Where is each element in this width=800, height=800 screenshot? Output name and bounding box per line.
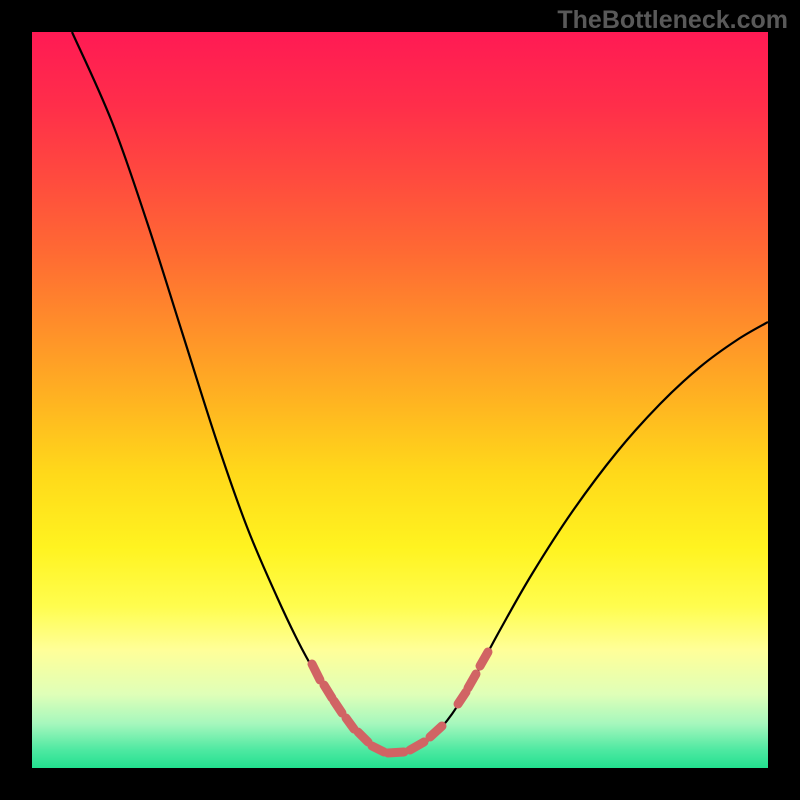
marker-segment bbox=[458, 692, 466, 704]
marker-segment bbox=[410, 742, 424, 750]
marker-segment bbox=[346, 718, 354, 729]
marker-segment bbox=[430, 726, 442, 737]
marker-segment bbox=[312, 664, 320, 680]
marker-group bbox=[312, 652, 488, 753]
marker-segment bbox=[334, 701, 342, 713]
marker-segment bbox=[324, 685, 332, 698]
marker-segment bbox=[372, 746, 384, 752]
plot-area bbox=[32, 32, 768, 768]
curve-layer bbox=[32, 32, 768, 768]
marker-segment bbox=[388, 752, 404, 753]
marker-segment bbox=[358, 732, 368, 742]
watermark: TheBottleneck.com bbox=[557, 6, 788, 35]
marker-segment bbox=[480, 652, 488, 666]
marker-segment bbox=[468, 674, 476, 688]
bottleneck-curve bbox=[72, 32, 768, 753]
